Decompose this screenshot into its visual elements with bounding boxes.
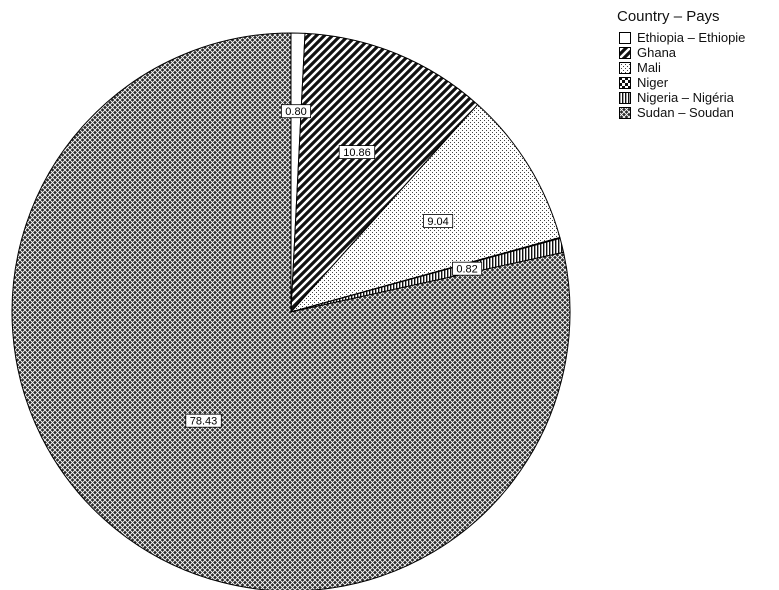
legend-item-niger: Niger <box>617 75 745 90</box>
legend-label: Nigeria – Nigéria <box>637 90 734 105</box>
pie-chart: 0.80 10.86 9.04 0.82 78.43 <box>11 32 571 590</box>
data-label-mali: 9.04 <box>423 214 454 228</box>
legend-label: Mali <box>637 60 661 75</box>
svg-text:0.80: 0.80 <box>285 106 306 118</box>
data-label-nigeria-nigeria: 0.82 <box>452 261 483 276</box>
pie-slice-mali <box>289 103 561 313</box>
legend: Country – Pays Ethiopia – Ethiopie Ghana M… <box>617 8 745 120</box>
svg-text:10.86: 10.86 <box>343 147 371 159</box>
svg-text:78.43: 78.43 <box>190 416 218 428</box>
legend-label: Sudan – Soudan <box>637 105 734 120</box>
svg-text:9.04: 9.04 <box>427 216 448 228</box>
legend-swatch-mali <box>619 61 631 74</box>
pie-data-labels: 0.80 10.86 9.04 0.82 78.43 <box>185 104 483 428</box>
data-label-ghana: 10.86 <box>338 145 376 159</box>
pie-slice-ghana <box>290 32 479 314</box>
legend-item-nigeria-nigeria: Nigeria – Nigéria <box>617 90 745 105</box>
data-label-ethiopia-ethiopie: 0.80 <box>280 104 311 118</box>
legend-label: Ethiopia – Ethiopie <box>637 30 746 45</box>
legend-title: Country – Pays <box>617 8 720 25</box>
svg-text:0.82: 0.82 <box>456 264 477 276</box>
legend-item-sudan-soudan: Sudan – Soudan <box>617 105 745 120</box>
data-label-sudan-soudan: 78.43 <box>185 413 222 428</box>
pie-slice-sudan-soudan <box>11 32 571 590</box>
legend-swatch-ghana <box>619 46 631 59</box>
legend-swatch-niger <box>619 76 631 89</box>
legend-swatch-sudan-soudan <box>619 106 631 119</box>
legend-label: Niger <box>637 75 669 90</box>
legend-label: Ghana <box>637 45 677 60</box>
legend-swatch-ethiopia-ethiopie <box>619 31 631 44</box>
pie-slices <box>11 32 571 590</box>
legend-swatch-nigeria-nigeria <box>619 91 631 104</box>
legend-item-ethiopia-ethiopie: Ethiopia – Ethiopie <box>617 30 745 45</box>
legend-items: Ethiopia – Ethiopie Ghana Mali Niger Nigeria… <box>617 30 745 120</box>
legend-item-ghana: Ghana <box>617 45 745 60</box>
legend-item-mali: Mali <box>617 60 745 75</box>
